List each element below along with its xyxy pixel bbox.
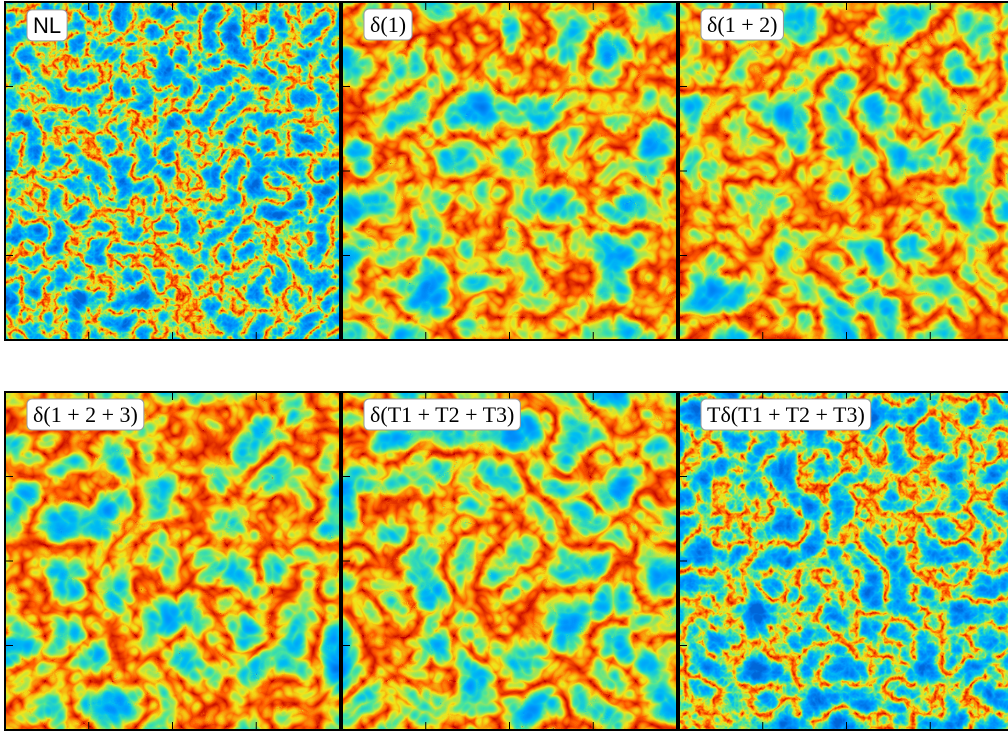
panel bbox=[5, 392, 340, 730]
panel bbox=[679, 392, 1008, 730]
panel-label: δ(1) bbox=[370, 12, 406, 37]
density-map bbox=[5, 392, 340, 730]
panel bbox=[679, 2, 1008, 340]
panel-label: Tδ(T1 + T2 + T3) bbox=[707, 402, 865, 427]
panel-label: δ(T1 + T2 + T3) bbox=[370, 402, 514, 427]
panel bbox=[342, 392, 677, 730]
density-map bbox=[342, 392, 677, 730]
density-map bbox=[5, 2, 340, 340]
density-map bbox=[679, 2, 1008, 340]
panel bbox=[5, 2, 340, 340]
panel-label: NL bbox=[33, 13, 61, 38]
panel bbox=[342, 2, 677, 340]
density-map bbox=[342, 2, 677, 340]
panel-label: δ(1 + 2 + 3) bbox=[33, 402, 138, 427]
figure: NL δ(1) δ(1 + 2) δ(1 + 2 + 3) δ(T1 + T2 + T3… bbox=[0, 0, 1008, 731]
panel-label: δ(1 + 2) bbox=[707, 12, 777, 37]
density-map bbox=[679, 392, 1008, 730]
